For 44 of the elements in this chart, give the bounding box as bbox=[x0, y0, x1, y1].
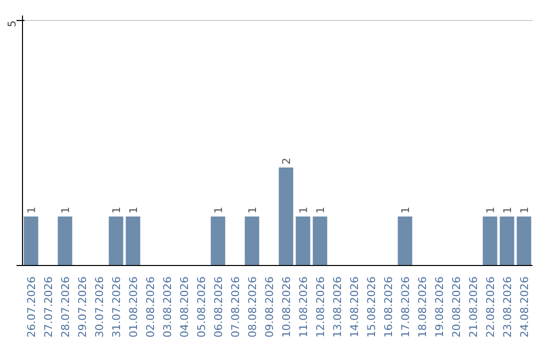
data-label: 1 bbox=[59, 206, 72, 214]
data-label: 1 bbox=[297, 206, 310, 214]
x-tick-label: 22.08.2026 bbox=[484, 276, 497, 338]
x-tick-label: 31.07.2026 bbox=[110, 276, 123, 338]
x-tick-label: 29.07.2026 bbox=[76, 276, 89, 338]
x-tick-label: 19.08.2026 bbox=[433, 276, 446, 338]
x-tick-label: 28.07.2026 bbox=[59, 276, 72, 338]
data-label: 1 bbox=[212, 206, 225, 214]
data-label: 1 bbox=[127, 206, 140, 214]
x-tick-label: 14.08.2026 bbox=[348, 276, 361, 338]
x-tick-label: 24.08.2026 bbox=[518, 276, 531, 338]
x-tick-label: 12.08.2026 bbox=[314, 276, 327, 338]
data-label: 1 bbox=[110, 206, 123, 214]
x-tick-label: 09.08.2026 bbox=[263, 276, 276, 338]
data-label: 2 bbox=[280, 158, 293, 164]
x-tick-label: 02.08.2026 bbox=[144, 276, 157, 338]
data-label: 1 bbox=[25, 206, 38, 214]
data-label: 1 bbox=[246, 206, 259, 214]
x-tick-label: 11.08.2026 bbox=[297, 276, 310, 338]
x-tick-label: 01.08.2026 bbox=[127, 276, 140, 338]
x-tick-label: 08.08.2026 bbox=[246, 276, 259, 338]
data-label: 1 bbox=[501, 206, 514, 214]
x-tick-label: 04.08.2026 bbox=[178, 276, 191, 338]
x-tick-label: 07.08.2026 bbox=[229, 276, 242, 338]
x-tick-label: 30.07.2026 bbox=[93, 276, 106, 338]
data-label: 1 bbox=[484, 206, 497, 214]
x-tick-label: 23.08.2026 bbox=[501, 276, 514, 338]
x-tick-label: 20.08.2026 bbox=[450, 276, 463, 338]
x-tick-label: 21.08.2026 bbox=[467, 276, 480, 338]
data-label: 1 bbox=[314, 206, 327, 214]
x-tick-label: 03.08.2026 bbox=[161, 276, 174, 338]
data-label: 1 bbox=[399, 206, 412, 214]
x-tick-label: 10.08.2026 bbox=[280, 276, 293, 338]
x-tick-label: 18.08.2026 bbox=[416, 276, 429, 338]
x-tick-label: 15.08.2026 bbox=[365, 276, 378, 338]
x-tick-label: 16.08.2026 bbox=[382, 276, 395, 338]
x-tick-label: 05.08.2026 bbox=[195, 276, 208, 338]
data-label: 1 bbox=[518, 206, 531, 214]
x-tick-label: 26.07.2026 bbox=[25, 276, 38, 338]
x-tick-label: 27.07.2026 bbox=[42, 276, 55, 338]
x-tick-label: 13.08.2026 bbox=[331, 276, 344, 338]
x-tick-label: 06.08.2026 bbox=[212, 276, 225, 338]
y-tick-label: 5 bbox=[6, 20, 18, 28]
x-tick-label: 17.08.2026 bbox=[399, 276, 412, 338]
